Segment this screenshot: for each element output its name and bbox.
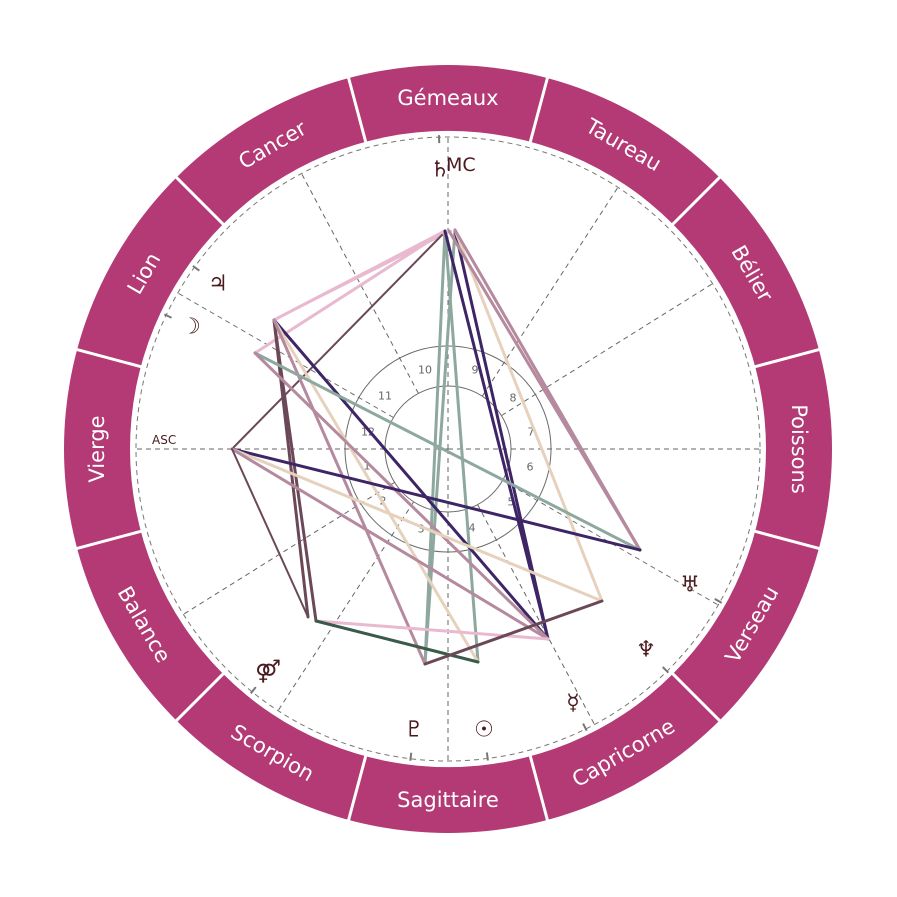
house-number-1: 1 [364,460,371,473]
planet-tick [662,666,670,674]
aspect-line [314,619,550,641]
sign-label-6: Sagittaire [397,788,499,812]
house-cusp-line [183,448,449,615]
moon-icon: ☽ [181,315,201,340]
house-number-7: 7 [528,426,535,439]
house-number-5: 5 [508,496,515,509]
sign-divider [670,174,723,227]
aspect-line [272,318,550,641]
aspect-line [423,229,447,666]
sign-divider [752,529,822,551]
aspect-line [423,599,604,666]
aspect-line [230,447,550,641]
aspect-line [272,318,427,666]
aspect-line [230,447,604,603]
house-cusp-line [447,448,595,725]
aspect-line [253,351,550,641]
house-cusp-segment [481,356,509,397]
house-number-rings [338,339,558,559]
sign-label-3: Poissons [787,404,811,494]
house-cusp-line [177,292,449,450]
sun-icon: ☉ [474,718,494,743]
house-cusp-segment [477,504,501,547]
aspect-line [230,447,642,552]
axis-labels: ASC MC [152,154,476,447]
house-cusp-line [301,173,449,450]
sign-divider [670,671,723,724]
aspect-line [443,229,480,664]
planet-tick [485,752,489,761]
pluto-icon: ♇ [404,718,424,743]
aspect-line [253,351,642,552]
asc-label: ASC [152,433,176,447]
sign-label-9: Vierge [85,415,109,482]
planet-tick [582,723,588,732]
aspect-line [231,448,309,618]
jupiter-icon: ♃ [208,272,228,297]
aspect-line [272,318,480,664]
sign-divider [528,753,550,823]
mercury-icon: ☿ [566,691,580,716]
uranus-icon: ♅ [680,573,700,598]
sign-divider [74,347,144,369]
house-cusp-segment [502,480,544,505]
house-number-8: 8 [510,392,517,405]
sign-divider [346,753,368,823]
house-number-9: 9 [472,364,479,377]
aspect-line [231,234,443,450]
house-cusp-segment [387,501,415,542]
planet-tick [409,752,413,761]
mc-label: MC [446,154,476,176]
house-cusp-segment [501,390,542,417]
aspect-line [453,228,604,603]
house-cusp-line [447,187,619,450]
sign-divider [74,529,144,551]
sign-divider [346,75,368,145]
neptune-icon: ♆ [636,638,656,663]
planet-glyphs: ♄ ♃ ☽ ♅ ♆ ☿ ☉ ♇ ⚤ [163,135,723,761]
aspect-line [272,318,318,623]
sign-label-0: Gémeaux [397,86,498,110]
sign-divider [528,75,550,145]
house-cusp-line [447,283,713,450]
aspect-line [447,229,642,552]
house-number-4: 4 [469,522,476,535]
sign-divider [752,347,822,369]
dashed-ring [135,136,761,762]
house-cusp-segment [352,393,394,418]
aspect-line [273,230,452,321]
planet-tick [192,265,200,272]
house-number-3: 3 [418,523,425,536]
planet-tick [163,313,172,319]
house-number-10: 10 [418,364,432,377]
house-cusp-segment [395,351,419,394]
saturn-icon: ♄ [430,158,450,183]
sign-dividers [74,75,822,823]
house-cusp-line [447,448,719,606]
house-number-6: 6 [527,461,534,474]
house-cusp-line [277,448,449,711]
sign-divider [173,174,226,227]
sign-divider [173,671,226,724]
aspect-lines [230,228,642,666]
planet-tick [250,686,257,694]
planet-tick [714,598,723,604]
house-cusp-lines [136,137,760,761]
venus-mars-icon: ⚤ [255,660,281,685]
house-number-11: 11 [378,390,392,403]
